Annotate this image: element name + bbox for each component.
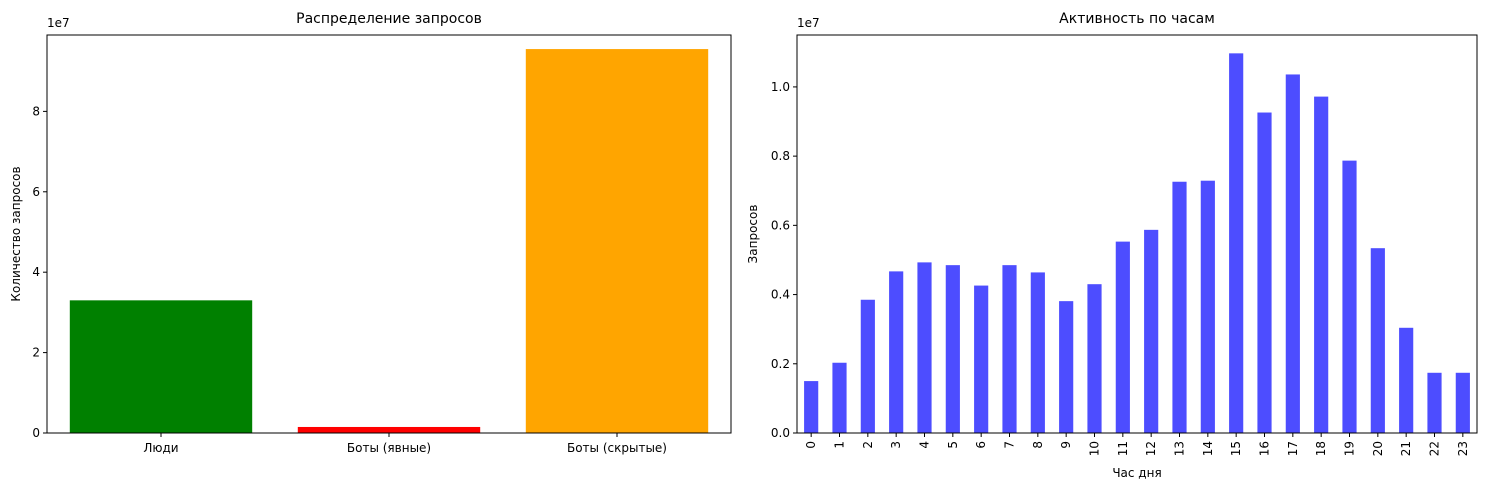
bar-23 — [1455, 372, 1470, 433]
x-tick-label: 8 — [1031, 441, 1045, 449]
chart-hourly-activity: Активность по часам 1e7 Запросов Час дня… — [746, 11, 1478, 480]
x-tick-label: 23 — [1456, 441, 1470, 456]
y-tick-label: 0.2 — [771, 357, 790, 371]
chart2-bars — [804, 53, 1470, 434]
bar-3 — [889, 271, 904, 433]
y-tick-label: 0.6 — [771, 218, 790, 232]
bar-6 — [974, 285, 989, 433]
chart2-scale-note: 1e7 — [797, 16, 820, 30]
bar-21 — [1399, 327, 1414, 433]
chart1-title: Распределение запросов — [296, 11, 482, 27]
chart1-scale-note: 1e7 — [47, 16, 70, 30]
x-tick-label: 6 — [974, 441, 988, 449]
x-tick-label: 2 — [861, 441, 875, 449]
bar-16 — [1257, 112, 1272, 434]
bar-5 — [945, 265, 960, 433]
bar-9 — [1059, 301, 1074, 433]
bar-Боты (явные) — [297, 426, 481, 433]
x-tick-label: 0 — [804, 441, 818, 449]
x-tick-label: 4 — [918, 441, 932, 449]
x-tick-label: 11 — [1116, 441, 1130, 456]
chart2-title: Активность по часам — [1059, 11, 1215, 27]
chart-requests-distribution: Распределение запросов 1e7 Количество за… — [9, 11, 732, 455]
x-tick-label: Люди — [143, 441, 178, 455]
chart1-y-ticks: 0 2 4 6 8 — [32, 104, 47, 440]
y-tick-label: 4 — [32, 265, 40, 279]
bar-Боты (скрытые) — [525, 49, 709, 433]
chart2-x-axis-label: Час дня — [1112, 466, 1161, 480]
y-tick-label: 0.0 — [771, 426, 790, 440]
x-tick-label: 14 — [1201, 441, 1215, 456]
x-tick-label: 10 — [1088, 441, 1102, 456]
bar-4 — [917, 262, 932, 433]
bar-8 — [1030, 272, 1045, 433]
x-tick-label: 7 — [1003, 441, 1017, 449]
chart2-y-ticks: 0.0 0.2 0.4 0.6 0.8 1.0 — [771, 80, 797, 440]
x-tick-label: 1 — [833, 441, 847, 449]
x-tick-label: 9 — [1059, 441, 1073, 449]
x-tick-label: Боты (явные) — [347, 441, 431, 455]
y-tick-label: 0.8 — [771, 149, 790, 163]
chart1-frame — [46, 34, 732, 434]
bar-7 — [1002, 265, 1017, 433]
bar-13 — [1172, 181, 1187, 433]
bar-18 — [1314, 96, 1329, 433]
y-tick-label: 8 — [32, 104, 40, 118]
chart2-frame — [796, 34, 1478, 434]
x-tick-label: 18 — [1314, 441, 1328, 456]
x-tick-label: 22 — [1428, 441, 1442, 456]
x-tick-label: 5 — [946, 441, 960, 449]
chart1-x-ticks: Люди Боты (явные) Боты (скрытые) — [143, 433, 667, 455]
bar-19 — [1342, 160, 1357, 433]
chart1-y-axis-label: Количество запросов — [9, 166, 23, 301]
x-tick-label: 3 — [889, 441, 903, 449]
bar-10 — [1087, 284, 1102, 433]
x-tick-label: 16 — [1258, 441, 1272, 456]
y-tick-label: 2 — [32, 346, 40, 360]
bar-Люди — [69, 300, 253, 433]
x-tick-label: 17 — [1286, 441, 1300, 456]
y-tick-label: 1.0 — [771, 80, 790, 94]
y-tick-label: 6 — [32, 185, 40, 199]
bar-15 — [1229, 53, 1244, 433]
x-tick-label: 20 — [1371, 441, 1385, 456]
chart1-bars — [69, 49, 709, 433]
bar-1 — [832, 362, 847, 433]
bar-14 — [1200, 180, 1215, 433]
x-tick-label: 19 — [1343, 441, 1357, 456]
x-tick-label: Боты (скрытые) — [567, 441, 667, 455]
bar-0 — [804, 381, 819, 433]
x-tick-label: 13 — [1173, 441, 1187, 456]
bar-17 — [1285, 74, 1300, 433]
bar-11 — [1115, 241, 1130, 433]
chart2-y-axis-label: Запросов — [746, 205, 760, 264]
x-tick-label: 12 — [1144, 441, 1158, 456]
bar-22 — [1427, 372, 1442, 433]
x-tick-label: 15 — [1229, 441, 1243, 456]
bar-12 — [1144, 229, 1159, 433]
bar-2 — [860, 299, 875, 433]
y-tick-label: 0.4 — [771, 288, 790, 302]
bar-20 — [1370, 248, 1385, 433]
y-tick-label: 0 — [32, 426, 40, 440]
x-tick-label: 21 — [1399, 441, 1413, 456]
chart2-x-ticks: 0 1 2 3 4 5 6 7 8 9 10 11 12 13 14 15 16 17 18 19 20 21 22 23 — [804, 433, 1470, 456]
